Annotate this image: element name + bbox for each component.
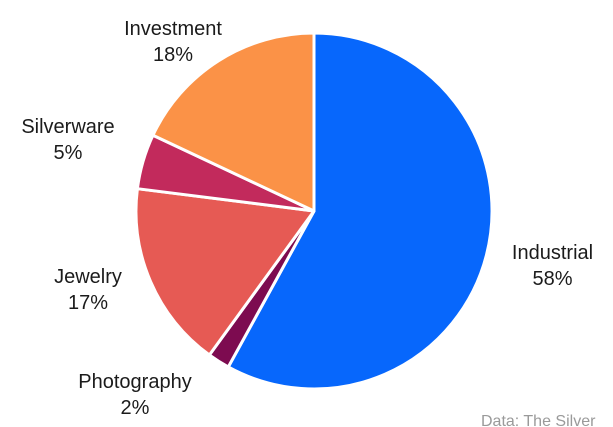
slice-name: Silverware	[21, 116, 115, 138]
slice-label-photography: Photography 2%	[62, 369, 208, 421]
slice-percent: 18%	[152, 44, 194, 66]
pie-slice-investment	[151, 31, 316, 213]
pie-slice-jewelry	[134, 187, 316, 357]
pie-slice-industrial	[226, 31, 494, 391]
slice-label-silverware: Silverware 5%	[6, 114, 130, 166]
slice-name: Jewelry	[54, 266, 122, 288]
slice-percent: 58%	[532, 268, 573, 290]
slice-name: Industrial	[511, 242, 594, 264]
attribution-cutoff: Data: The Silver	[481, 413, 596, 427]
slice-label-industrial: Industrial 58%	[492, 240, 613, 292]
slice-name: Photography	[78, 371, 192, 393]
slice-percent: 17%	[67, 292, 109, 314]
slice-label-investment: Investment 18%	[92, 16, 254, 68]
slice-percent: 5%	[53, 142, 83, 164]
slice-name: Investment	[124, 18, 222, 40]
slice-percent: 2%	[120, 397, 150, 419]
slice-label-jewelry: Jewelry 17%	[26, 264, 150, 316]
